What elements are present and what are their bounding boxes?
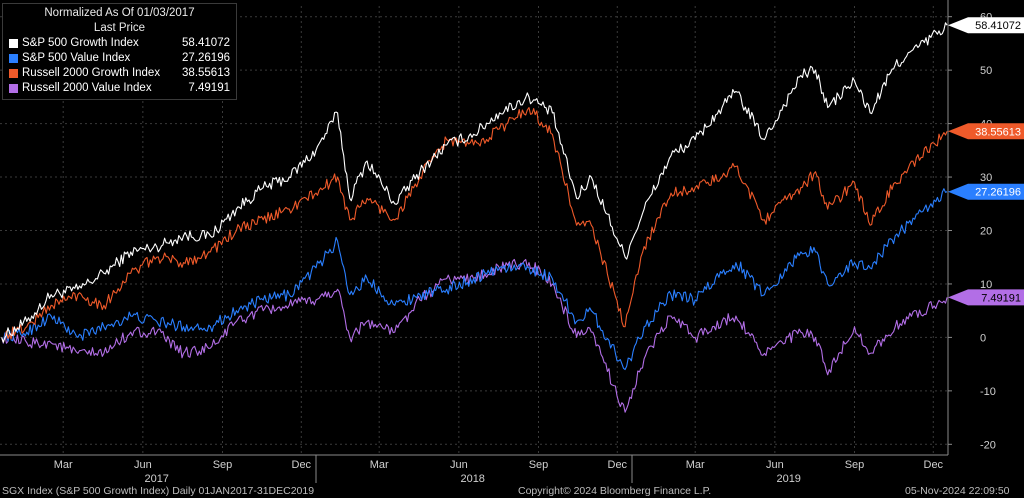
legend-series-name: S&P 500 Value Index — [22, 52, 131, 64]
last-price-label: 58.41072 — [975, 20, 1021, 32]
y-tick-label: 20 — [980, 226, 992, 238]
legend-row-russell-growth: Russell 2000 Growth Index 38.55613 — [3, 66, 236, 81]
x-year-label: 2018 — [460, 473, 484, 485]
x-tick-label: Sep — [845, 459, 865, 471]
x-tick-label: Jun — [134, 459, 152, 471]
legend-swatch — [9, 54, 18, 63]
x-tick-label: Dec — [924, 459, 944, 471]
last-price-tag — [948, 289, 1024, 306]
legend-series-name: S&P 500 Growth Index — [22, 37, 139, 49]
x-year-label: 2017 — [144, 473, 168, 485]
y-tick-label: 0 — [980, 332, 986, 344]
y-tick-label: 30 — [980, 172, 992, 184]
legend-swatch — [9, 84, 18, 93]
legend-row-sp500-growth: S&P 500 Growth Index 58.41072 — [3, 36, 236, 51]
y-tick-label: -20 — [980, 439, 996, 451]
x-tick-label: Jun — [450, 459, 468, 471]
legend-series-name: Russell 2000 Growth Index — [22, 67, 161, 79]
chart-legend: Normalized As Of 01/03/2017 Last Price S… — [2, 3, 237, 100]
last-price-label: 7.49191 — [981, 292, 1021, 304]
legend-row-russell-value: Russell 2000 Value Index 7.49191 — [3, 81, 236, 96]
last-price-tag — [948, 183, 1024, 200]
legend-row-sp500-value: S&P 500 Value Index 27.26196 — [3, 51, 236, 66]
legend-series-value: 27.26196 — [182, 52, 230, 64]
last-price-tag — [948, 123, 1024, 140]
footer-index-info: SGX Index (S&P 500 Growth Index) Daily 0… — [2, 485, 315, 497]
legend-header: Normalized As Of 01/03/2017 — [44, 7, 195, 19]
x-tick-label: Sep — [213, 459, 233, 471]
legend-series-name: Russell 2000 Value Index — [22, 82, 152, 94]
legend-subheader: Last Price — [93, 22, 146, 34]
x-tick-label: Dec — [292, 459, 312, 471]
x-tick-label: Jun — [766, 459, 784, 471]
last-price-label: 38.55613 — [975, 126, 1021, 138]
last-price-tag — [948, 17, 1024, 34]
footer-timestamp: 05-Nov-2024 22:09:50 — [905, 485, 1010, 497]
series-line — [1, 22, 948, 343]
series-line — [1, 107, 948, 343]
series-line — [1, 188, 948, 371]
legend-series-value: 38.55613 — [182, 67, 230, 79]
y-tick-label: -10 — [980, 386, 996, 398]
legend-swatch — [9, 39, 18, 48]
y-tick-label: 10 — [980, 279, 992, 291]
x-tick-label: Mar — [370, 459, 389, 471]
x-year-label: 2019 — [776, 473, 800, 485]
chart-footer: SGX Index (S&P 500 Growth Index) Daily 0… — [0, 484, 1024, 498]
legend-series-value: 58.41072 — [182, 37, 230, 49]
legend-series-value: 7.49191 — [188, 82, 230, 94]
legend-swatch — [9, 69, 18, 78]
last-price-label: 27.26196 — [975, 187, 1021, 199]
x-tick-label: Dec — [608, 459, 628, 471]
y-tick-label: 50 — [980, 65, 992, 77]
x-tick-label: Mar — [686, 459, 705, 471]
x-tick-label: Mar — [54, 459, 73, 471]
footer-copyright: Copyright© 2024 Bloomberg Finance L.P. — [518, 485, 712, 497]
x-tick-label: Sep — [529, 459, 549, 471]
